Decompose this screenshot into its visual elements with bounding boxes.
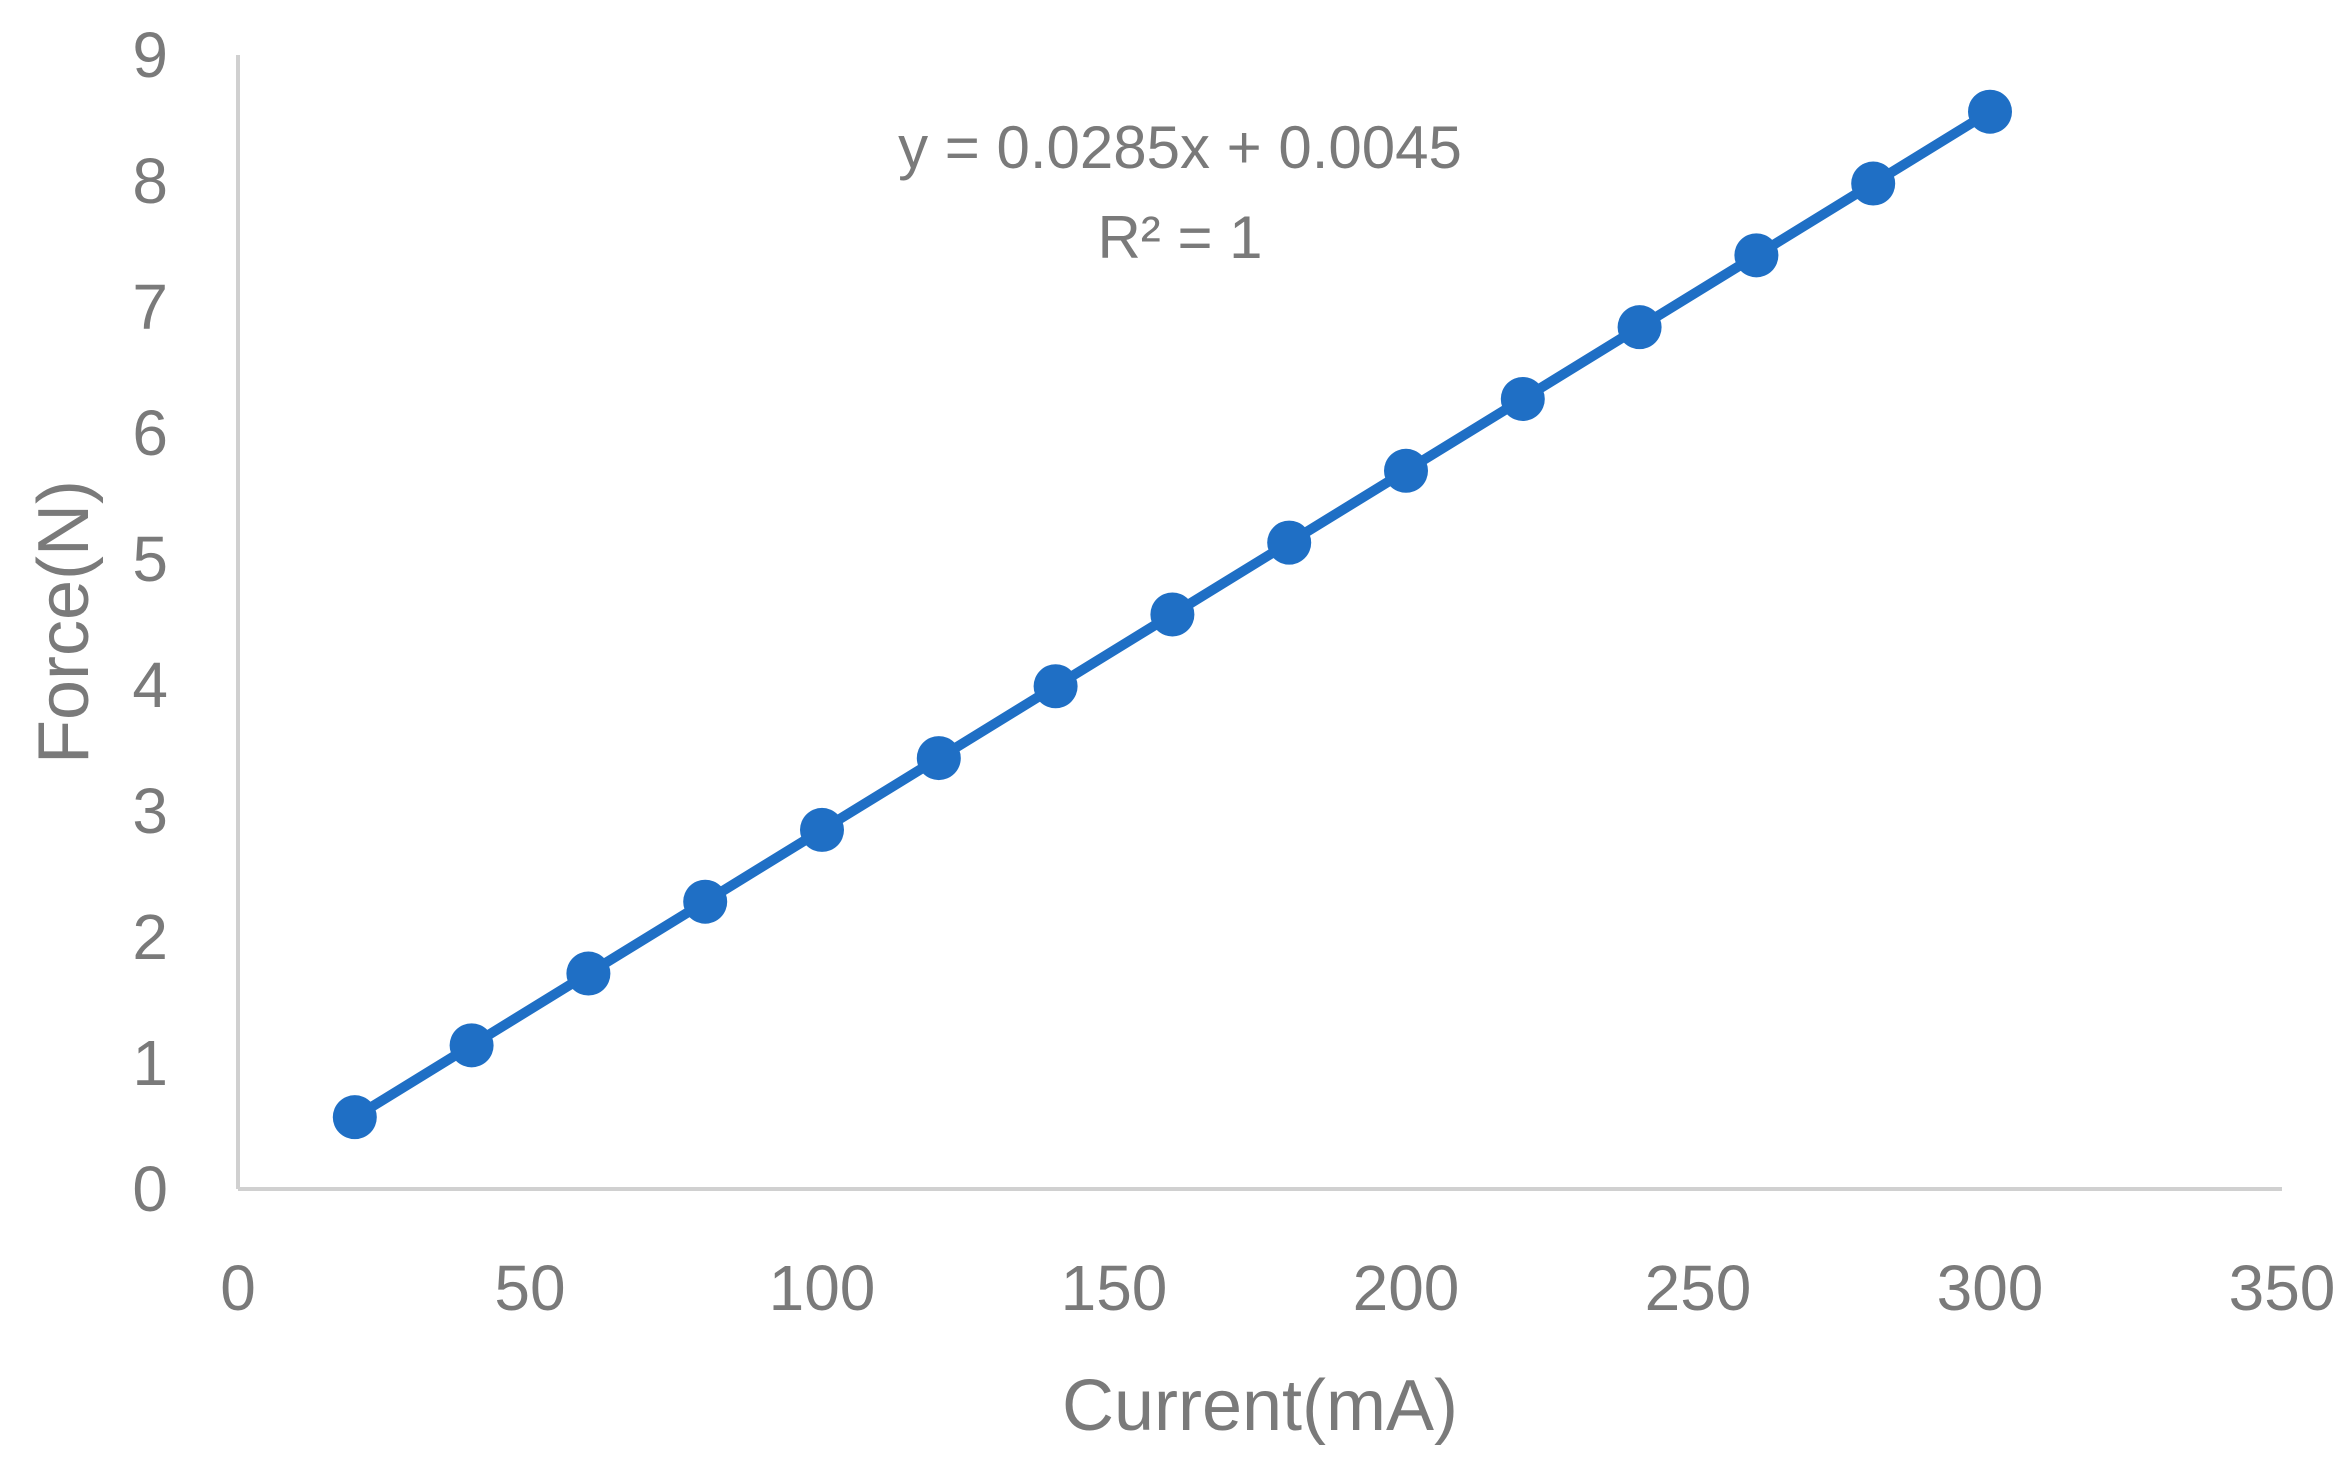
r-squared-label: R² = 1 <box>1097 204 1262 271</box>
x-tick-label: 250 <box>1645 1252 1752 1324</box>
data-point <box>566 951 611 996</box>
y-tick-label: 9 <box>132 19 168 91</box>
y-tick-label: 7 <box>132 271 168 343</box>
data-point <box>1617 305 1662 350</box>
data-point <box>1500 376 1545 421</box>
axes <box>236 55 2282 1191</box>
data-point <box>1851 161 1896 206</box>
y-tick-label: 5 <box>132 523 168 595</box>
data-point <box>332 1095 377 1140</box>
y-tick-label: 2 <box>132 901 168 973</box>
x-tick-label: 300 <box>1937 1252 2044 1324</box>
y-tick-label: 3 <box>132 775 168 847</box>
x-tick-label: 200 <box>1353 1252 1460 1324</box>
x-tick-label: 0 <box>220 1252 256 1324</box>
y-tick-label: 0 <box>132 1153 168 1225</box>
x-tick-label: 150 <box>1061 1252 1168 1324</box>
data-point <box>1384 448 1428 493</box>
y-tick-labels: 0 1 2 3 4 5 6 7 8 9 <box>132 19 168 1225</box>
y-tick-label: 4 <box>132 649 168 721</box>
y-axis-title: Force(N) <box>24 480 104 764</box>
data-point <box>1150 592 1195 637</box>
y-tick-label: 1 <box>132 1027 168 1099</box>
data-point <box>1033 664 1078 709</box>
series-layer <box>332 89 2012 1140</box>
data-point <box>1267 520 1312 565</box>
x-tick-label: 350 <box>2229 1252 2336 1324</box>
data-point <box>800 807 844 852</box>
data-point <box>916 736 961 781</box>
data-point <box>1734 233 1779 278</box>
trendline-equation: y = 0.0285x + 0.0045 <box>898 114 1462 181</box>
data-point <box>1968 89 2012 134</box>
x-tick-label: 50 <box>494 1252 565 1324</box>
data-point <box>683 879 728 924</box>
data-point <box>449 1023 494 1068</box>
x-tick-label: 100 <box>769 1252 876 1324</box>
y-tick-label: 8 <box>132 145 168 217</box>
x-axis-title: Current(mA) <box>1062 1366 1458 1446</box>
x-tick-labels: 0 50 100 150 200 250 300 350 <box>220 1252 2335 1324</box>
y-tick-label: 6 <box>132 397 168 469</box>
